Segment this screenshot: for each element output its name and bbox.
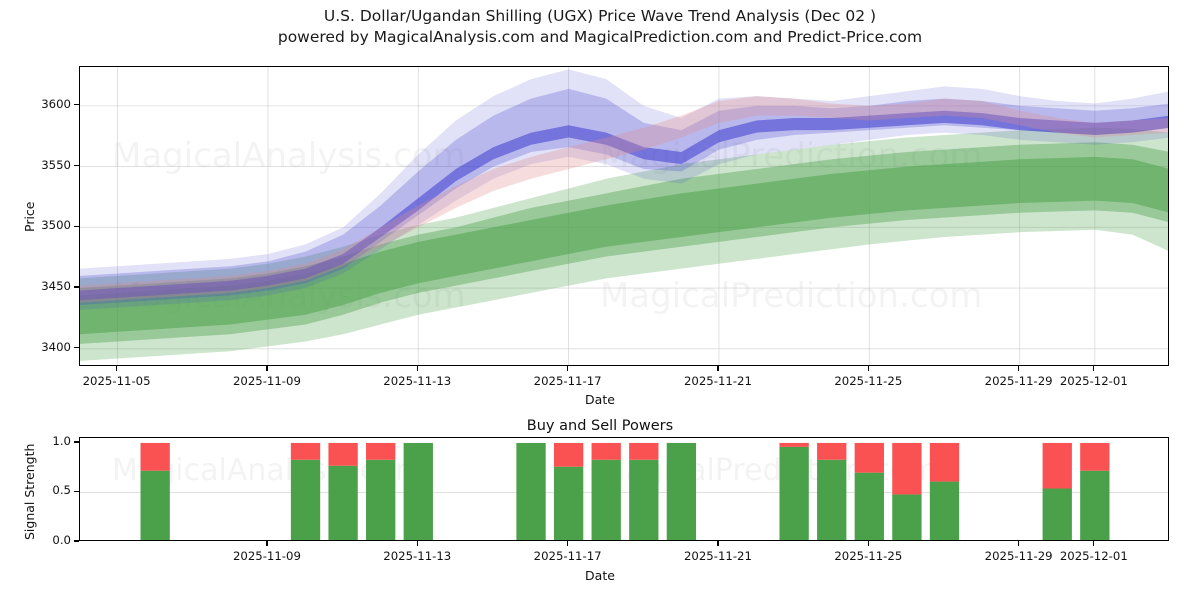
x-tick-label: 2025-12-01 bbox=[1059, 374, 1128, 388]
signal-x-tick-mark bbox=[1093, 541, 1095, 546]
price-chart-plot-area: MagicalAnalysis.com MagicalPrediction.com… bbox=[79, 66, 1169, 366]
price-band-pink-band bbox=[80, 96, 1168, 303]
price-band-blue-core-band bbox=[80, 110, 1168, 301]
buy-power-bar[interactable] bbox=[854, 472, 884, 541]
price-wave-svg: MagicalAnalysis.com MagicalPrediction.com… bbox=[80, 67, 1168, 365]
sell-power-bar[interactable] bbox=[366, 442, 396, 460]
x-tick-label: 2025-11-25 bbox=[834, 374, 903, 388]
buy-power-bar[interactable] bbox=[929, 481, 960, 541]
x-tick-label: 2025-11-13 bbox=[383, 374, 452, 388]
x-tick-mark bbox=[266, 366, 268, 371]
sell-power-bar[interactable] bbox=[328, 442, 358, 466]
signal-chart-plot-area: MagicalAnalysis.comMagicalPrediction.com bbox=[79, 437, 1169, 541]
y-tick-mark bbox=[74, 104, 79, 106]
signal-y-tick-label: 0.0 bbox=[52, 533, 71, 547]
sell-power-bar[interactable] bbox=[1080, 442, 1110, 471]
signal-x-tick-label: 2025-12-01 bbox=[1059, 549, 1128, 563]
x-tick-mark bbox=[567, 366, 569, 371]
signal-y-tick-mark bbox=[74, 490, 79, 493]
x-tick-mark bbox=[867, 366, 869, 371]
buy-power-bar[interactable] bbox=[892, 494, 922, 541]
x-tick-label: 2025-11-05 bbox=[82, 374, 151, 388]
signal-x-tick-mark bbox=[567, 541, 569, 546]
buy-power-bar[interactable] bbox=[290, 459, 321, 541]
sell-power-bar[interactable] bbox=[929, 442, 960, 482]
signal-x-tick-label: 2025-11-21 bbox=[683, 549, 752, 563]
sell-power-bar[interactable] bbox=[140, 442, 170, 471]
signal-y-tick-mark bbox=[74, 540, 79, 542]
x-tick-mark bbox=[416, 366, 418, 371]
signal-x-tick-mark bbox=[1018, 541, 1020, 546]
buy-power-bar[interactable] bbox=[140, 470, 170, 541]
signal-x-tick-label: 2025-11-13 bbox=[383, 549, 452, 563]
signal-y-tick-mark bbox=[74, 441, 79, 443]
signal-y-tick-label: 0.5 bbox=[52, 483, 71, 498]
signal-y-tick-label: 1.0 bbox=[52, 433, 71, 448]
x-tick-mark bbox=[1018, 366, 1020, 371]
y-tick-label: 3500 bbox=[41, 218, 71, 233]
buy-power-bar[interactable] bbox=[666, 442, 697, 541]
buy-power-bar[interactable] bbox=[817, 459, 847, 541]
page-title: U.S. Dollar/Ugandan Shilling (UGX) Price… bbox=[0, 6, 1200, 48]
y-tick-mark bbox=[74, 164, 79, 167]
signal-chart-title: Buy and Sell Powers bbox=[526, 418, 674, 434]
x-tick-label: 2025-11-21 bbox=[683, 374, 752, 388]
title-line-secondary: powered by MagicalAnalysis.com and Magic… bbox=[277, 28, 923, 46]
buy-power-bar[interactable] bbox=[328, 465, 358, 541]
y-tick-mark bbox=[74, 347, 79, 349]
sell-power-bar[interactable] bbox=[892, 442, 922, 495]
x-tick-label: 2025-11-29 bbox=[984, 374, 1053, 388]
price-y-axis-title: Price bbox=[22, 201, 37, 233]
signal-x-tick-mark bbox=[416, 541, 418, 546]
sell-power-bar[interactable] bbox=[553, 442, 584, 467]
buy-power-bar[interactable] bbox=[366, 459, 396, 541]
buy-sell-bars-svg: MagicalAnalysis.comMagicalPrediction.com bbox=[80, 442, 1168, 541]
watermark-text: MagicalAnalysis.com bbox=[112, 136, 466, 176]
signal-y-axis-title: Signal Strength bbox=[22, 443, 37, 540]
x-tick-label: 2025-11-17 bbox=[533, 374, 602, 388]
title-line-primary: U.S. Dollar/Ugandan Shilling (UGX) Price… bbox=[323, 7, 877, 25]
signal-x-tick-label: 2025-11-17 bbox=[533, 549, 602, 563]
y-tick-mark bbox=[74, 286, 79, 288]
sell-power-bar[interactable] bbox=[779, 442, 809, 447]
sell-power-bar[interactable] bbox=[1042, 442, 1072, 489]
y-tick-label: 3550 bbox=[41, 157, 71, 172]
price-band-green-inner-band bbox=[80, 156, 1168, 335]
sell-power-bar[interactable] bbox=[854, 442, 884, 473]
buy-power-bar[interactable] bbox=[1042, 488, 1072, 541]
buy-power-bar[interactable] bbox=[403, 442, 433, 541]
sell-power-bar[interactable] bbox=[817, 442, 847, 460]
price-x-axis-title: Date bbox=[585, 392, 615, 407]
signal-x-tick-mark bbox=[867, 541, 869, 546]
signal-x-tick-label: 2025-11-29 bbox=[984, 549, 1053, 563]
x-tick-mark bbox=[717, 366, 719, 371]
x-tick-mark bbox=[115, 366, 118, 371]
watermark-text: MagicalPrediction.com bbox=[600, 276, 983, 316]
buy-power-bar[interactable] bbox=[1080, 470, 1110, 541]
buy-power-bar[interactable] bbox=[553, 466, 584, 541]
signal-x-tick-mark bbox=[717, 541, 719, 546]
buy-power-bar[interactable] bbox=[591, 459, 621, 541]
sell-power-bar[interactable] bbox=[290, 442, 321, 460]
x-tick-label: 2025-11-09 bbox=[232, 374, 301, 388]
y-tick-mark bbox=[74, 225, 79, 227]
y-tick-label: 3450 bbox=[41, 279, 71, 294]
signal-x-tick-label: 2025-11-09 bbox=[232, 549, 301, 563]
signal-x-tick-label: 2025-11-25 bbox=[834, 549, 903, 563]
y-tick-label: 3400 bbox=[41, 339, 71, 354]
sell-power-bar[interactable] bbox=[629, 442, 659, 460]
signal-x-axis-title: Date bbox=[585, 568, 615, 583]
buy-power-bar[interactable] bbox=[779, 446, 809, 541]
sell-power-bar[interactable] bbox=[591, 442, 621, 460]
signal-x-tick-mark bbox=[266, 541, 268, 546]
buy-power-bar[interactable] bbox=[629, 459, 659, 541]
x-tick-mark bbox=[1093, 366, 1095, 371]
y-tick-label: 3600 bbox=[41, 96, 71, 111]
buy-power-bar[interactable] bbox=[516, 442, 546, 541]
